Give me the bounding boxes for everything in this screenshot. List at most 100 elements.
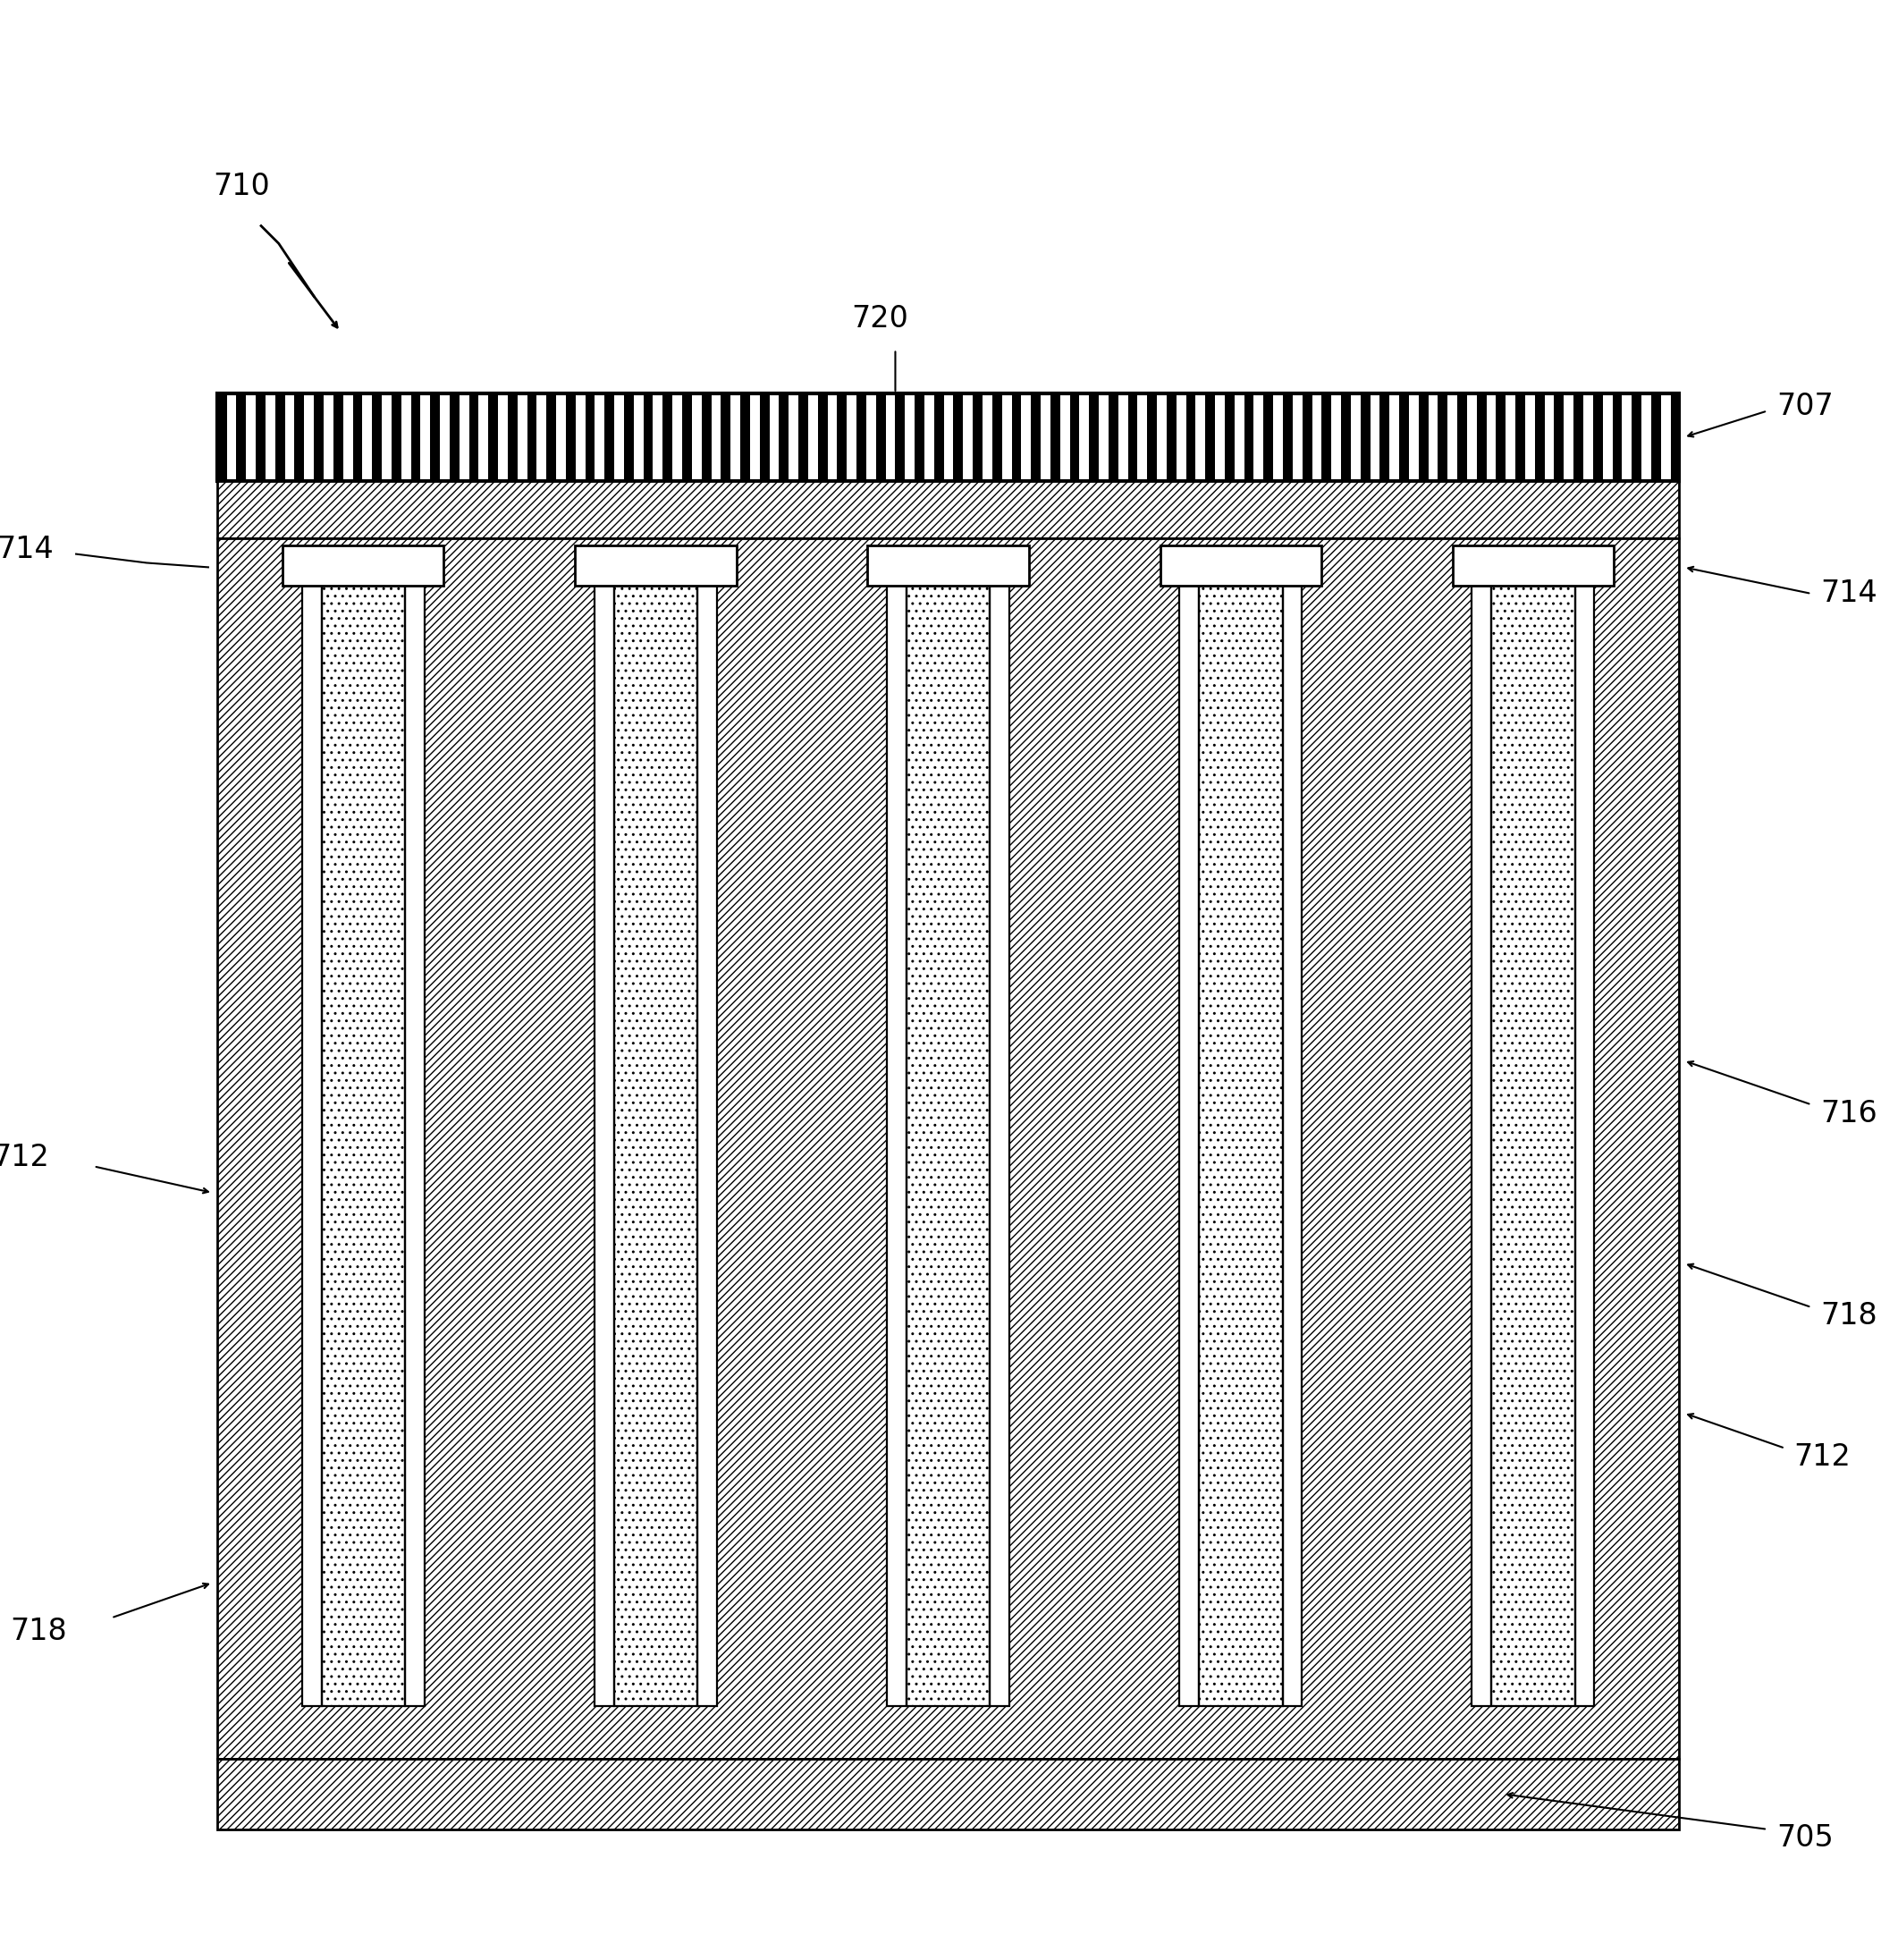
Bar <box>760 394 769 482</box>
Bar <box>888 586 907 1705</box>
Bar <box>991 394 1003 482</box>
Bar <box>856 394 867 482</box>
Bar <box>1179 586 1198 1705</box>
Bar <box>354 394 363 482</box>
Bar <box>888 586 1010 1705</box>
Bar <box>1070 394 1080 482</box>
Bar <box>779 394 788 482</box>
Bar <box>322 586 404 1705</box>
Bar <box>1574 394 1584 482</box>
Text: 716: 716 <box>1821 1100 1877 1129</box>
Bar <box>1399 394 1409 482</box>
Bar <box>1495 394 1507 482</box>
Bar <box>1198 586 1283 1705</box>
Bar <box>1283 394 1292 482</box>
Bar <box>585 394 594 482</box>
Bar <box>594 586 613 1705</box>
Bar <box>303 586 425 1705</box>
Bar <box>216 394 228 482</box>
Text: 718: 718 <box>1821 1301 1877 1331</box>
Bar <box>576 545 735 586</box>
Bar <box>527 394 536 482</box>
Bar <box>1050 394 1061 482</box>
Bar <box>1187 394 1196 482</box>
Bar <box>624 394 634 482</box>
Bar <box>798 394 809 482</box>
Bar <box>604 394 615 482</box>
Text: 712: 712 <box>1794 1443 1851 1472</box>
Bar <box>450 394 459 482</box>
Bar <box>391 394 401 482</box>
Text: 714: 714 <box>0 535 55 564</box>
Bar <box>1631 394 1642 482</box>
Bar <box>643 394 653 482</box>
Bar <box>702 394 711 482</box>
Bar <box>1264 394 1273 482</box>
Bar <box>741 394 751 482</box>
Bar <box>954 394 963 482</box>
Bar <box>1243 394 1255 482</box>
Bar <box>877 394 886 482</box>
Bar <box>1492 586 1574 1705</box>
Bar <box>566 394 576 482</box>
Bar <box>1492 586 1574 1705</box>
Bar <box>282 545 444 586</box>
Bar <box>683 394 692 482</box>
Bar <box>237 394 246 482</box>
Bar <box>1381 394 1390 482</box>
Bar <box>1341 394 1351 482</box>
Bar <box>972 394 982 482</box>
Text: 720: 720 <box>852 304 909 333</box>
Bar <box>322 586 404 1705</box>
Bar <box>1206 394 1215 482</box>
Text: 707: 707 <box>1776 392 1834 421</box>
Bar <box>895 394 905 482</box>
Bar <box>333 394 342 482</box>
Bar <box>1322 394 1332 482</box>
Bar <box>1302 394 1311 482</box>
Bar <box>1031 394 1040 482</box>
Bar <box>1477 394 1486 482</box>
Bar <box>303 586 322 1705</box>
Bar <box>216 1758 1680 1829</box>
Bar <box>1535 394 1544 482</box>
Bar <box>216 482 1680 539</box>
Bar <box>907 586 989 1705</box>
Bar <box>818 394 828 482</box>
Bar <box>1198 586 1283 1705</box>
Bar <box>613 586 698 1705</box>
Text: 718: 718 <box>9 1617 68 1646</box>
Bar <box>1437 394 1448 482</box>
Bar <box>275 394 284 482</box>
Bar <box>1161 545 1320 586</box>
Bar <box>410 394 421 482</box>
Bar <box>1452 545 1614 586</box>
Bar <box>547 394 557 482</box>
Bar <box>404 586 425 1705</box>
Bar <box>256 394 265 482</box>
Bar <box>1129 394 1138 482</box>
Bar <box>216 394 1680 482</box>
Bar <box>613 586 698 1705</box>
Bar <box>662 394 672 482</box>
Bar <box>1179 586 1302 1705</box>
Bar <box>1166 394 1176 482</box>
Bar <box>216 394 1680 482</box>
Bar <box>594 586 717 1705</box>
Bar <box>1458 394 1467 482</box>
Text: 712: 712 <box>0 1143 49 1172</box>
Bar <box>1516 394 1525 482</box>
Bar <box>1225 394 1234 482</box>
Bar <box>1471 586 1595 1705</box>
Bar <box>314 394 324 482</box>
Bar <box>1012 394 1021 482</box>
Text: 714: 714 <box>1821 578 1877 608</box>
Bar <box>1612 394 1621 482</box>
Bar <box>698 586 717 1705</box>
Bar <box>907 586 989 1705</box>
Bar <box>216 539 1680 1758</box>
Bar <box>295 394 305 482</box>
Bar <box>989 586 1010 1705</box>
Bar <box>1652 394 1661 482</box>
Bar <box>1360 394 1369 482</box>
